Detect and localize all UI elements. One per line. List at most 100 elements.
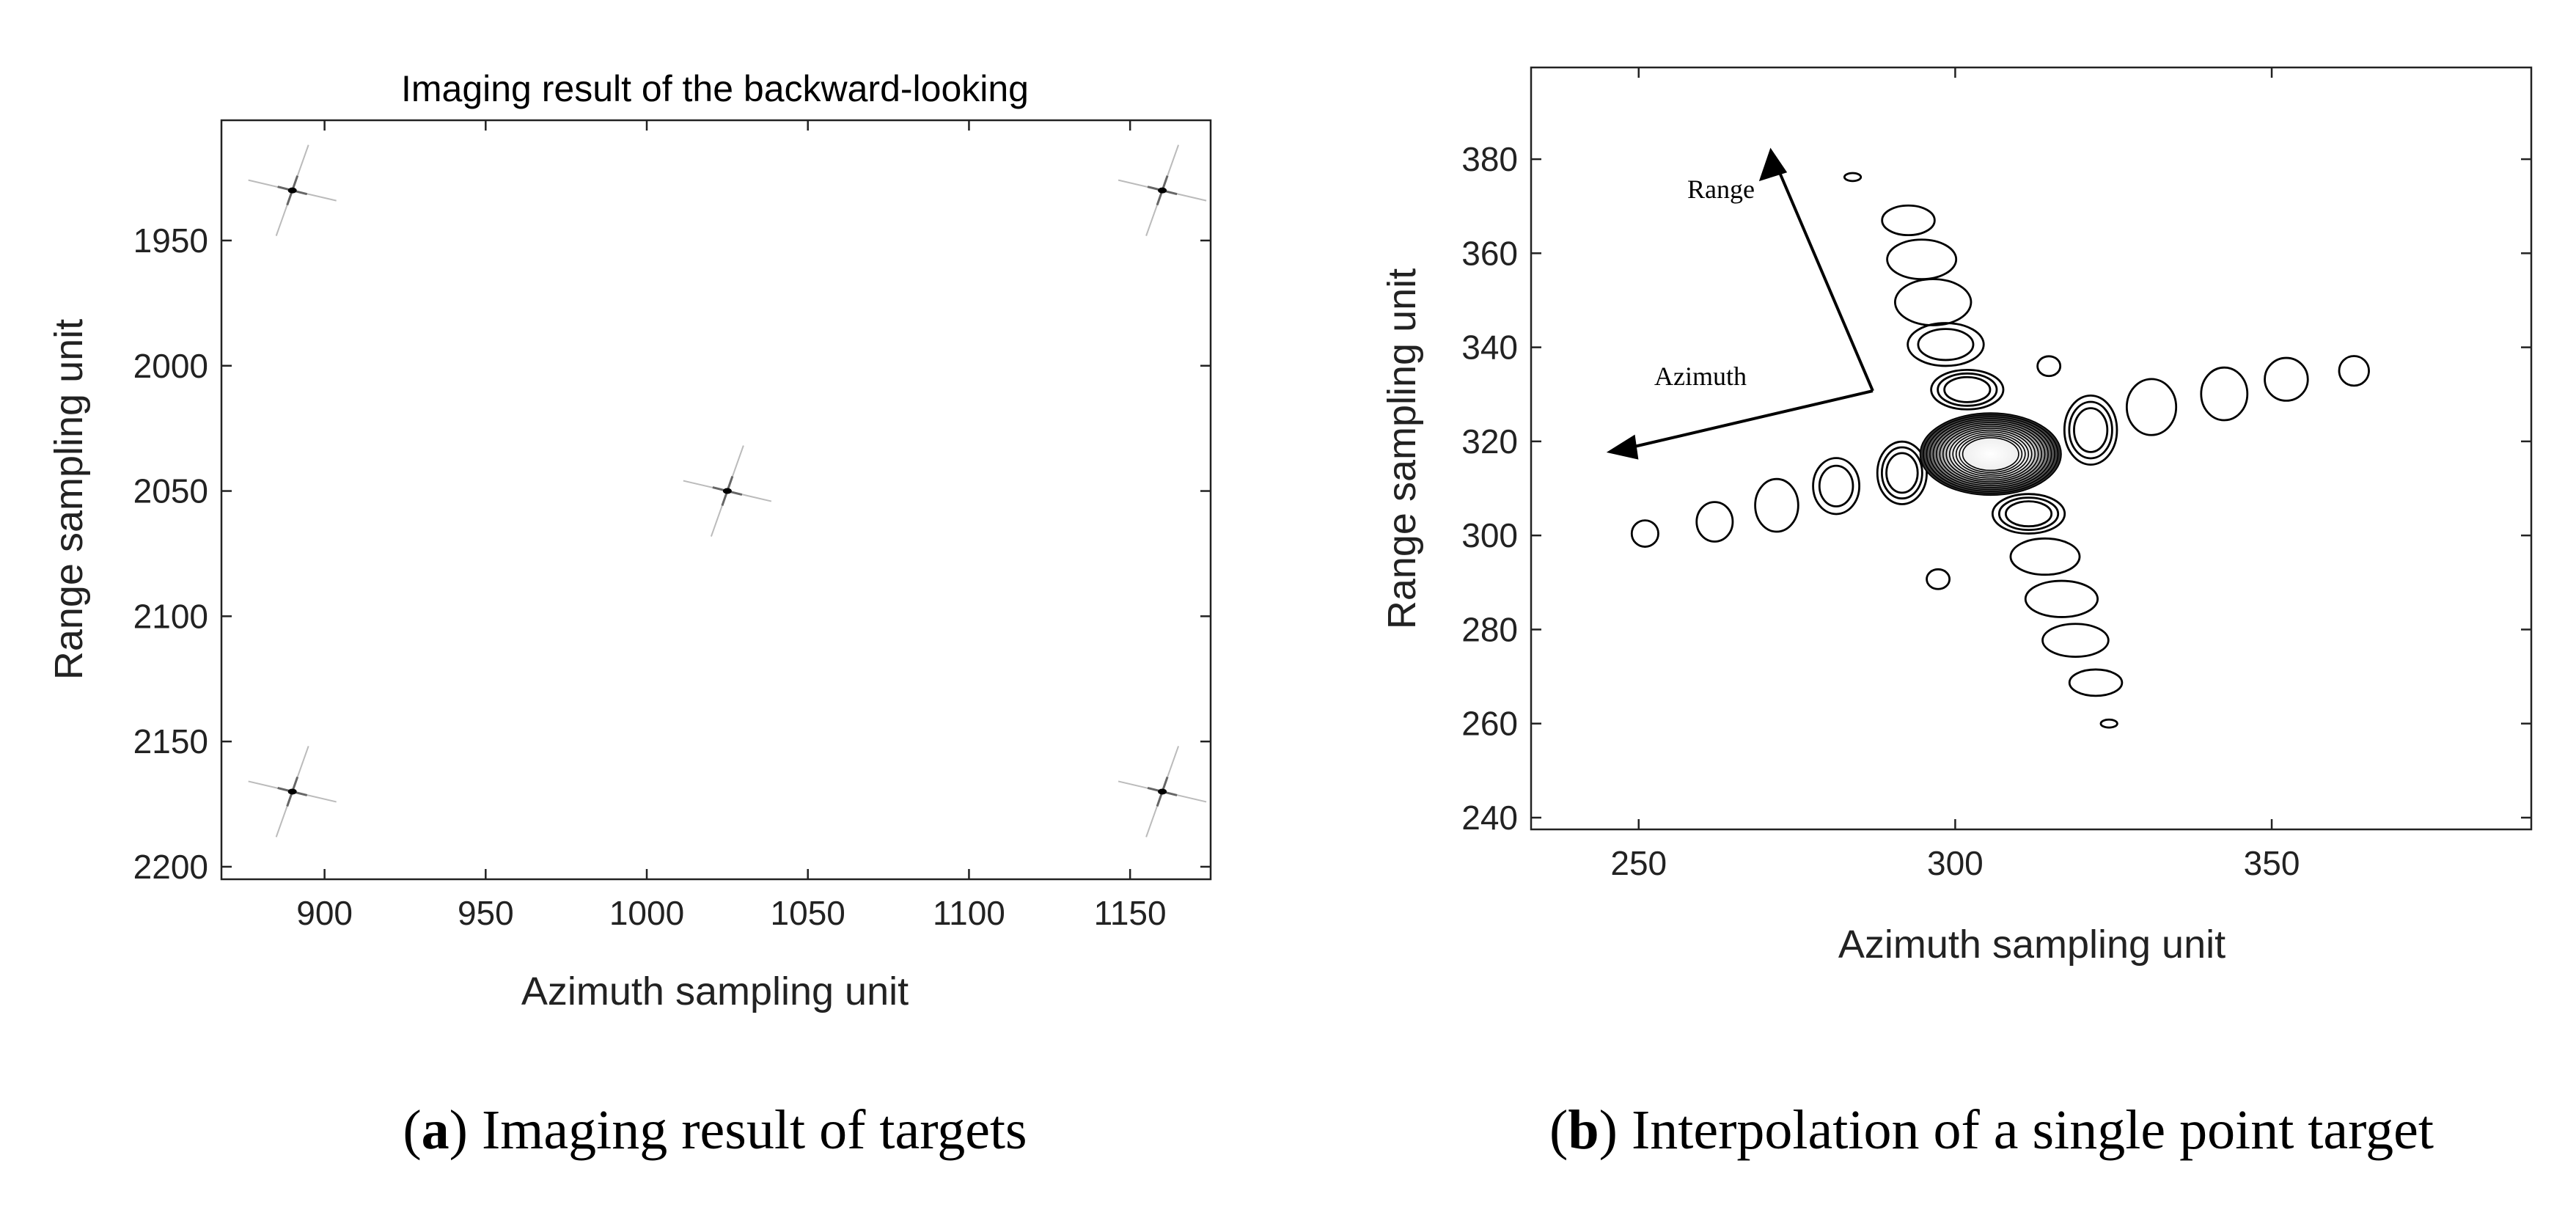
contour-lobe (1754, 477, 1799, 533)
contour-line (1929, 418, 2052, 491)
contour-line (1942, 425, 2039, 483)
panel: 900 950 1000 1050 1100 1150 1950 2000 2050 2100 21… (47, 68, 1212, 1161)
x-tick-label: 350 (2244, 844, 2300, 882)
caption-text: ( (403, 1099, 421, 1161)
contour-lobe (1991, 493, 2066, 535)
contour-line (1939, 423, 2042, 485)
contour-line (1937, 372, 1998, 407)
contour-line (2009, 537, 2081, 576)
peak (722, 488, 732, 494)
contour-line (1754, 477, 1799, 533)
direction-arrows (1606, 147, 1874, 460)
caption: (a) Imaging result of targets (403, 1099, 1027, 1161)
contour-line (1926, 416, 2055, 492)
contour-lobe (2099, 718, 2118, 729)
azimuth-arrowhead (1606, 434, 1639, 460)
contour-line (2073, 407, 2109, 453)
point-target (683, 445, 772, 537)
contour-line (1991, 493, 2066, 535)
range-arrow (1775, 165, 1874, 392)
contour-line (2004, 500, 2053, 528)
azimuth-arrow (1624, 389, 1874, 450)
annotation: Azimuth (1654, 362, 1747, 391)
contour-lobe (2041, 623, 2110, 659)
caption-text: ) Interpolation of a single point target (1599, 1099, 2434, 1161)
contour-line (1948, 429, 2033, 479)
contour-line (1997, 496, 2060, 532)
contour-line (1630, 519, 1659, 548)
x-tick-label: 300 (1927, 844, 1984, 882)
contour-line (1923, 414, 2059, 494)
contour-line (1945, 428, 2036, 481)
x-tick-label: 250 (1610, 844, 1667, 882)
peak (1158, 187, 1167, 194)
contour-line (2036, 355, 2062, 378)
x-tick-label: 950 (458, 894, 514, 932)
contour-lobe (1630, 519, 1659, 548)
y-tick-label: 280 (1461, 610, 1518, 648)
contour-line (2099, 718, 2118, 729)
contour-lobe (2264, 356, 2309, 402)
contour-line (1907, 322, 1985, 367)
contour-line (2068, 668, 2124, 697)
range-arrowhead (1758, 147, 1788, 182)
contour-lobe (2125, 378, 2178, 436)
contour-line (1952, 431, 2030, 477)
y-tick-label: 2000 (133, 347, 208, 385)
y-tick-label: 320 (1461, 422, 1518, 461)
contour-line (1881, 204, 1936, 237)
contour-line (1695, 501, 1734, 543)
contour-line (1885, 452, 1919, 494)
annotation: Range (1687, 175, 1755, 204)
x-axis-label: Azimuth sampling unit (521, 969, 909, 1013)
contour-line (1936, 422, 2046, 487)
contour-lobe (2063, 394, 2118, 466)
y-tick-label: 2200 (133, 848, 208, 886)
contour-line (1843, 172, 1863, 183)
contour-lobe (1812, 457, 1861, 516)
contour-lobe (1926, 568, 1951, 590)
plot-frame (220, 119, 1212, 881)
contour-line (2264, 356, 2309, 402)
x-tick-label: 900 (296, 894, 353, 932)
contour-line (2338, 355, 2370, 387)
contour-line (1818, 464, 1854, 507)
point-target (248, 746, 337, 837)
contour-lobe (2068, 668, 2124, 697)
caption-label: a (422, 1099, 449, 1161)
x-tick-label: 1150 (1094, 894, 1167, 932)
contour-line (1880, 446, 1923, 500)
point-target (1118, 746, 1207, 837)
contour-line (1959, 435, 2023, 473)
y-tick-label: 2050 (133, 472, 208, 510)
contour-line (1962, 437, 2019, 472)
x-tick-label: 1100 (933, 894, 1005, 932)
contour-lobe (1881, 204, 1936, 237)
contour-line (1943, 375, 1992, 403)
y-tick-label: 240 (1461, 799, 1518, 837)
caption-label: b (1568, 1099, 1599, 1161)
caption: (b) Interpolation of a single point targ… (1549, 1099, 2434, 1161)
y-tick-label: 2100 (133, 597, 208, 635)
caption-text: ) Imaging result of targets (449, 1099, 1027, 1161)
caption-text: ( (1549, 1099, 1568, 1161)
peak (1158, 788, 1167, 795)
contour-line (2068, 400, 2113, 460)
contour-lobe (2036, 355, 2062, 378)
contour-lobe (2338, 355, 2370, 387)
point-target (248, 144, 337, 236)
y-axis-label: Range sampling unit (1380, 268, 1424, 629)
contour-line (1812, 457, 1861, 516)
contour-line (2125, 378, 2178, 436)
contour-line (1930, 368, 2005, 411)
contour-line (2063, 394, 2118, 466)
x-tick-label: 1000 (609, 894, 684, 932)
contour-line (1876, 440, 1928, 505)
contour-lobe (1843, 172, 1863, 183)
contour-line (1926, 568, 1951, 590)
peak (287, 788, 297, 795)
y-tick-label: 260 (1461, 705, 1518, 743)
contour-line (1955, 433, 2026, 475)
